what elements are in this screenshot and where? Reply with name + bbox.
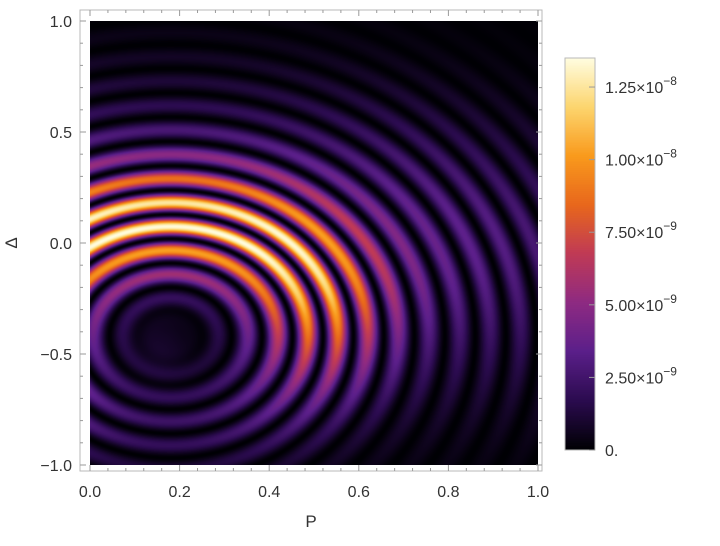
colorbar-tick-mantissa: 0. — [605, 443, 618, 460]
colorbar-tick-mantissa: 2.50×10 — [605, 370, 663, 387]
colorbar-tick-exponent: −9 — [663, 219, 677, 233]
colorbar-tick-mantissa: 1.00×10 — [605, 153, 663, 170]
colorbar-tick-label: 0. — [605, 443, 618, 460]
y-tick-label: 1.0 — [50, 14, 72, 31]
x-tick-label: 0.0 — [79, 484, 101, 501]
y-tick-label: −0.5 — [40, 347, 72, 364]
colorbar-tick-exponent: −8 — [663, 147, 677, 161]
y-tick-label: −1.0 — [40, 458, 72, 475]
x-tick-label: 1.0 — [527, 484, 549, 501]
x-tick-label: 0.4 — [258, 484, 280, 501]
colorbar-gradient — [565, 58, 595, 450]
colorbar-ticks: 0.2.50×10−95.00×10−97.50×10−91.00×10−81.… — [589, 74, 677, 460]
x-tick-label: 0.8 — [437, 484, 459, 501]
colorbar-tick-label: 1.25×10−8 — [605, 74, 677, 97]
colorbar-tick-label: 2.50×10−9 — [605, 364, 677, 387]
colorbar-tick-exponent: −8 — [663, 74, 677, 88]
heatmap-plot-area — [90, 21, 538, 465]
y-axis-ticks: −1.0 −0.5 0.0 0.5 1.0 — [40, 14, 542, 475]
x-axis-label: P — [305, 512, 316, 531]
x-tick-label: 0.2 — [168, 484, 190, 501]
y-tick-label: 0.0 — [50, 236, 72, 253]
colorbar-tick-mantissa: 1.25×10 — [605, 80, 663, 97]
x-axis-ticks: 0.0 0.2 0.4 0.6 0.8 1.0 — [79, 10, 549, 501]
x-tick-label: 0.6 — [348, 484, 370, 501]
colorbar-tick-mantissa: 5.00×10 — [605, 298, 663, 315]
plot-frame — [79, 9, 543, 472]
colorbar-tick-label: 1.00×10−8 — [605, 147, 677, 170]
colorbar-tick-mantissa: 7.50×10 — [605, 225, 663, 242]
colorbar-tick-exponent: −9 — [663, 292, 677, 306]
colorbar-tick-exponent: −9 — [663, 364, 677, 378]
colorbar-frame — [564, 57, 596, 451]
colorbar-tick-label: 5.00×10−9 — [605, 292, 677, 315]
y-axis-label: Δ — [2, 237, 21, 248]
colorbar-tick-label: 7.50×10−9 — [605, 219, 677, 242]
y-tick-label: 0.5 — [50, 125, 72, 142]
